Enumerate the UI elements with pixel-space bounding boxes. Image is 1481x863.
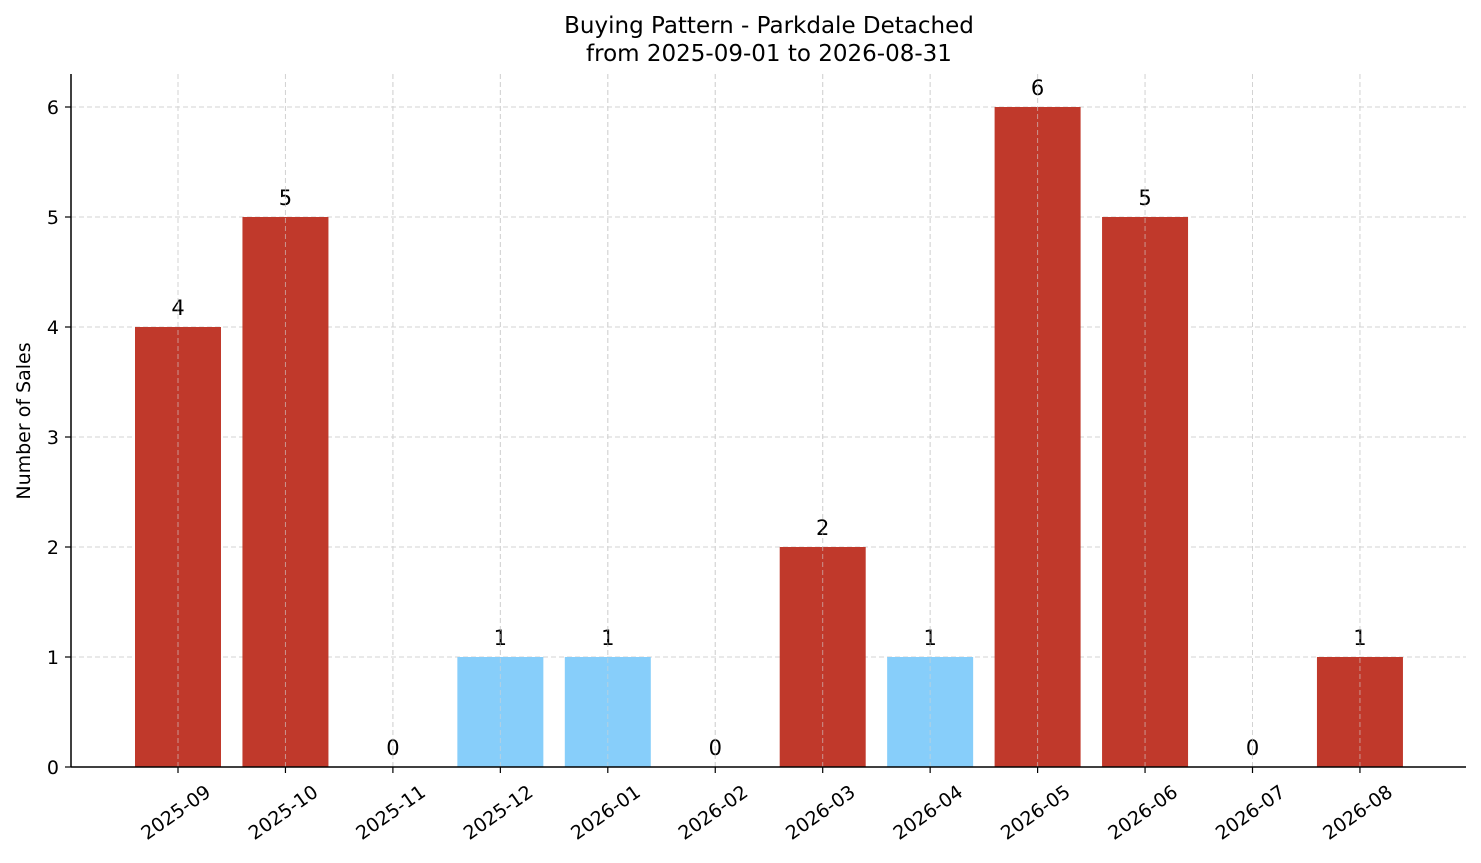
x-tick-label: 2025-10 — [245, 781, 323, 845]
x-tick-label: 2026-07 — [1212, 781, 1290, 845]
data-label: 2 — [816, 516, 829, 540]
y-tick-label: 6 — [47, 97, 59, 119]
y-tick-label: 1 — [47, 647, 59, 669]
y-tick-label: 5 — [47, 207, 59, 229]
x-tick-label: 2026-08 — [1319, 781, 1397, 845]
chart-title: Buying Pattern - Parkdale Detached — [564, 13, 974, 39]
x-tick-label: 2026-04 — [889, 781, 967, 845]
y-tick-label: 4 — [47, 317, 59, 339]
chart-subtitle: from 2025-09-01 to 2026-08-31 — [586, 41, 952, 67]
x-tick-label: 2025-12 — [460, 781, 538, 845]
x-tick-label: 2026-01 — [567, 781, 645, 845]
y-tick-label: 2 — [47, 537, 59, 559]
y-axis-label: Number of Sales — [13, 342, 35, 499]
x-tick-label: 2025-09 — [137, 781, 215, 845]
x-tick-label: 2026-03 — [782, 781, 860, 845]
x-tick-label: 2025-11 — [352, 781, 430, 845]
x-tick-label: 2026-02 — [674, 781, 752, 845]
y-tick-label: 3 — [47, 427, 59, 449]
x-tick-label: 2026-05 — [997, 781, 1075, 845]
y-tick-label: 0 — [47, 757, 59, 779]
x-tick-label: 2026-06 — [1104, 781, 1182, 845]
data-label: 6 — [1031, 76, 1044, 100]
